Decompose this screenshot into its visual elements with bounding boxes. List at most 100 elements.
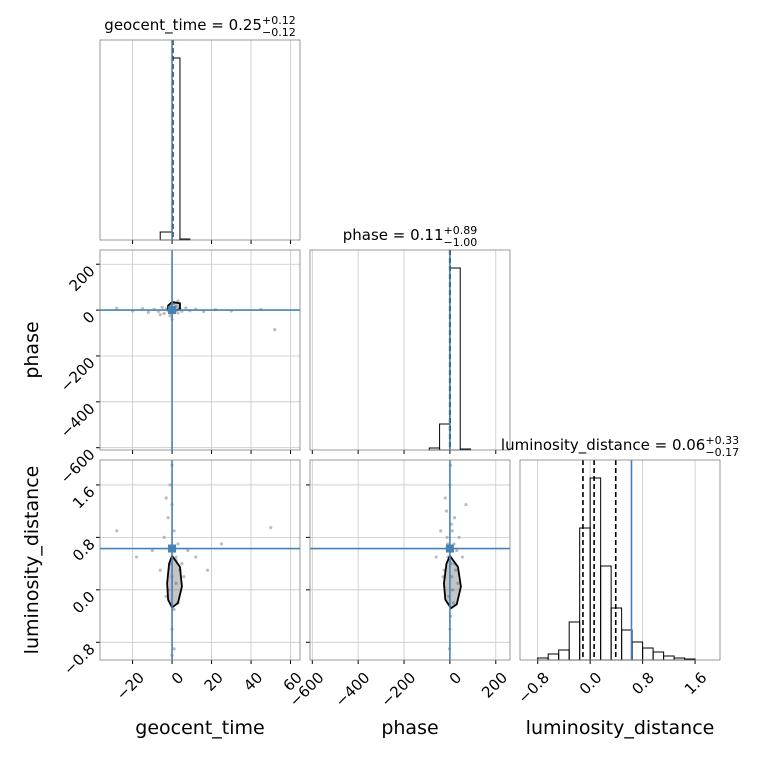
panel-frame <box>309 459 511 661</box>
x-tick-label: 0 <box>446 669 465 688</box>
sample-point <box>184 306 188 310</box>
sample-point <box>158 313 162 317</box>
panel-frame <box>309 249 511 451</box>
y-axis-label: phase <box>21 321 43 378</box>
y-tick-label: −0.8 <box>60 640 98 678</box>
histogram-bar <box>558 649 570 661</box>
title-upper: +0.89 <box>444 224 478 237</box>
title-text: luminosity_distance = 0.06 <box>501 436 705 455</box>
x-tick-label: −20 <box>113 669 148 704</box>
sample-point <box>172 647 176 651</box>
panel-frame <box>99 249 301 451</box>
histogram-bar <box>642 647 654 661</box>
sample-point <box>206 568 210 572</box>
histogram-bar <box>663 655 675 661</box>
histogram-bar <box>579 527 591 661</box>
sample-point <box>443 496 447 500</box>
truth-marker <box>168 306 177 315</box>
histogram-bar <box>621 629 633 661</box>
sample-point <box>460 555 465 559</box>
sample-point <box>176 542 180 546</box>
sample-point <box>115 529 119 533</box>
sample-point <box>115 306 119 310</box>
sample-point <box>134 555 139 559</box>
y-tick-label: 200 <box>66 262 99 295</box>
y-axis-label: luminosity_distance <box>21 466 43 655</box>
panel-frame <box>99 39 301 241</box>
sample-point <box>445 535 449 539</box>
x-axis-label: geocent_time <box>135 717 264 739</box>
title-text: phase = 0.11 <box>343 226 444 244</box>
truth-marker <box>168 544 177 553</box>
x-tick-label: 0.0 <box>576 669 606 699</box>
sample-point <box>194 555 198 559</box>
histogram-bar <box>159 231 173 241</box>
sample-point <box>174 555 178 559</box>
y-tick-label: 0.8 <box>69 535 99 565</box>
sample-point <box>172 529 176 533</box>
sample-point <box>444 509 449 513</box>
title-text: geocent_time = 0.25 <box>104 16 262 35</box>
sample-point <box>168 483 172 487</box>
histogram-bar <box>439 423 451 451</box>
sample-point <box>186 548 190 553</box>
x-tick-label: 0 <box>168 669 187 688</box>
sample-point <box>162 535 166 539</box>
sample-point <box>457 535 461 539</box>
sample-point <box>439 529 443 533</box>
x-tick-label: −400 <box>332 669 374 711</box>
histogram-bar <box>589 477 602 661</box>
x-tick-label: −200 <box>377 669 419 711</box>
panel-frame <box>99 459 301 661</box>
title-upper: +0.12 <box>262 14 296 27</box>
x-axis-label: phase <box>381 717 438 739</box>
sample-point <box>164 594 168 598</box>
sample-point <box>451 601 455 605</box>
contour <box>166 554 183 609</box>
title-lower: −0.17 <box>705 446 739 459</box>
y-tick-label: 0.0 <box>69 588 99 618</box>
histogram-bar <box>600 565 612 661</box>
panel-title: luminosity_distance = 0.06+0.33 −0.17 <box>501 434 739 459</box>
sample-point <box>168 314 172 318</box>
y-tick-label: −400 <box>57 400 99 442</box>
x-tick-label: −0.8 <box>515 669 553 707</box>
sample-point <box>180 562 184 566</box>
y-tick-label: 0 <box>79 308 98 327</box>
truth-marker <box>445 544 454 553</box>
y-tick-label: −600 <box>57 446 99 488</box>
contour <box>443 554 462 610</box>
sample-point <box>146 310 150 314</box>
sample-point <box>455 548 459 553</box>
sample-point <box>182 575 186 579</box>
y-tick-label: −200 <box>57 354 99 396</box>
sample-point <box>452 516 457 520</box>
sample-point <box>172 607 176 612</box>
sample-point <box>450 575 454 579</box>
sample-point <box>464 502 468 507</box>
panel-title: phase = 0.11+0.89 −1.00 <box>343 224 478 249</box>
sample-point <box>434 555 438 559</box>
sample-point <box>162 311 166 316</box>
x-tick-label: 200 <box>478 669 511 702</box>
x-tick-label: 40 <box>240 669 266 695</box>
x-axis-label: luminosity_distance <box>526 717 715 739</box>
sample-point <box>158 568 162 572</box>
histogram-bar <box>449 267 461 451</box>
x-tick-label: 0.8 <box>628 669 658 699</box>
sample-point <box>273 327 277 332</box>
y-tick-label: 1.6 <box>69 483 99 513</box>
sample-point <box>219 542 224 546</box>
sample-point <box>269 525 273 530</box>
panel-frame <box>519 459 721 661</box>
sample-point <box>174 581 178 585</box>
sample-point <box>166 516 170 520</box>
sample-point <box>150 548 154 553</box>
histogram-bar <box>631 641 644 661</box>
sample-point <box>450 529 454 533</box>
sample-point <box>451 588 455 592</box>
x-tick-label: 20 <box>201 669 227 695</box>
sample-point <box>454 568 458 572</box>
sample-point <box>164 496 168 500</box>
